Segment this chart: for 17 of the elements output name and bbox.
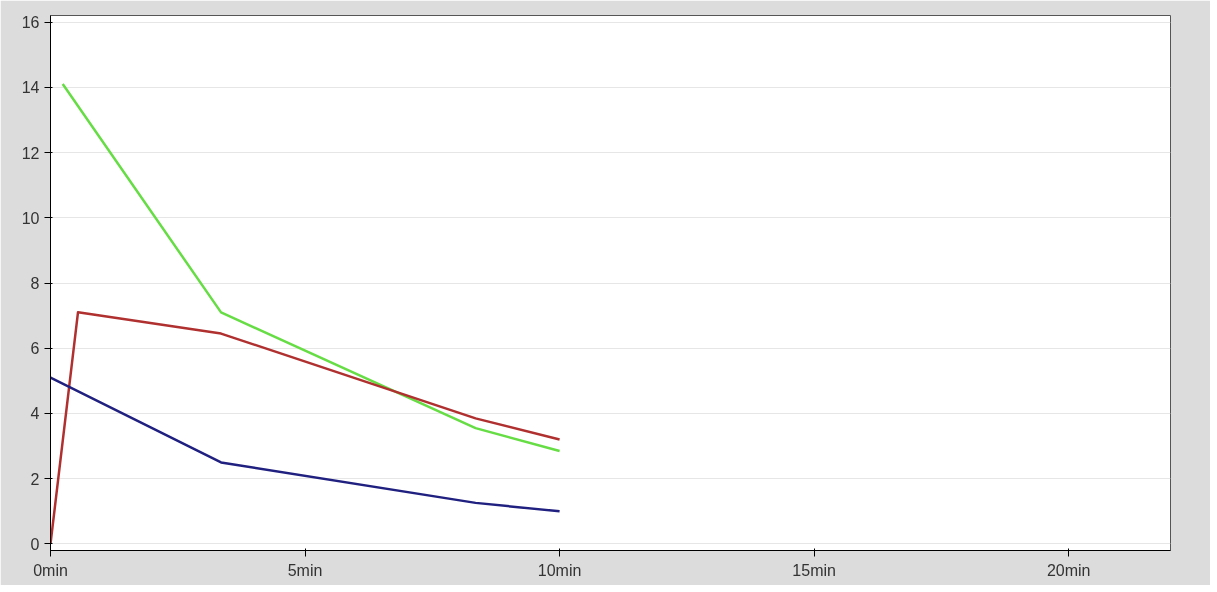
y-tick-label: 14 xyxy=(21,79,40,97)
y-tick-label: 12 xyxy=(21,144,40,162)
y-tick-label: 2 xyxy=(30,470,40,488)
line-series xyxy=(50,311,561,546)
y-tick-label: 0 xyxy=(30,535,40,553)
x-tick-label: 20min xyxy=(1046,561,1091,579)
y-tick-label: 4 xyxy=(30,405,40,423)
x-tick-label: 10min xyxy=(537,561,582,579)
y-tick-label: 8 xyxy=(30,275,40,292)
line-series xyxy=(50,376,561,513)
y-tick-label: 16 xyxy=(21,14,40,32)
y-tick-label: 6 xyxy=(30,340,40,358)
x-tick-label: 0min xyxy=(33,561,68,579)
x-tick-label: 5min xyxy=(287,561,323,579)
line-series xyxy=(61,82,561,453)
x-tick-label: 15min xyxy=(792,561,836,579)
y-tick-label: 10 xyxy=(21,209,40,227)
